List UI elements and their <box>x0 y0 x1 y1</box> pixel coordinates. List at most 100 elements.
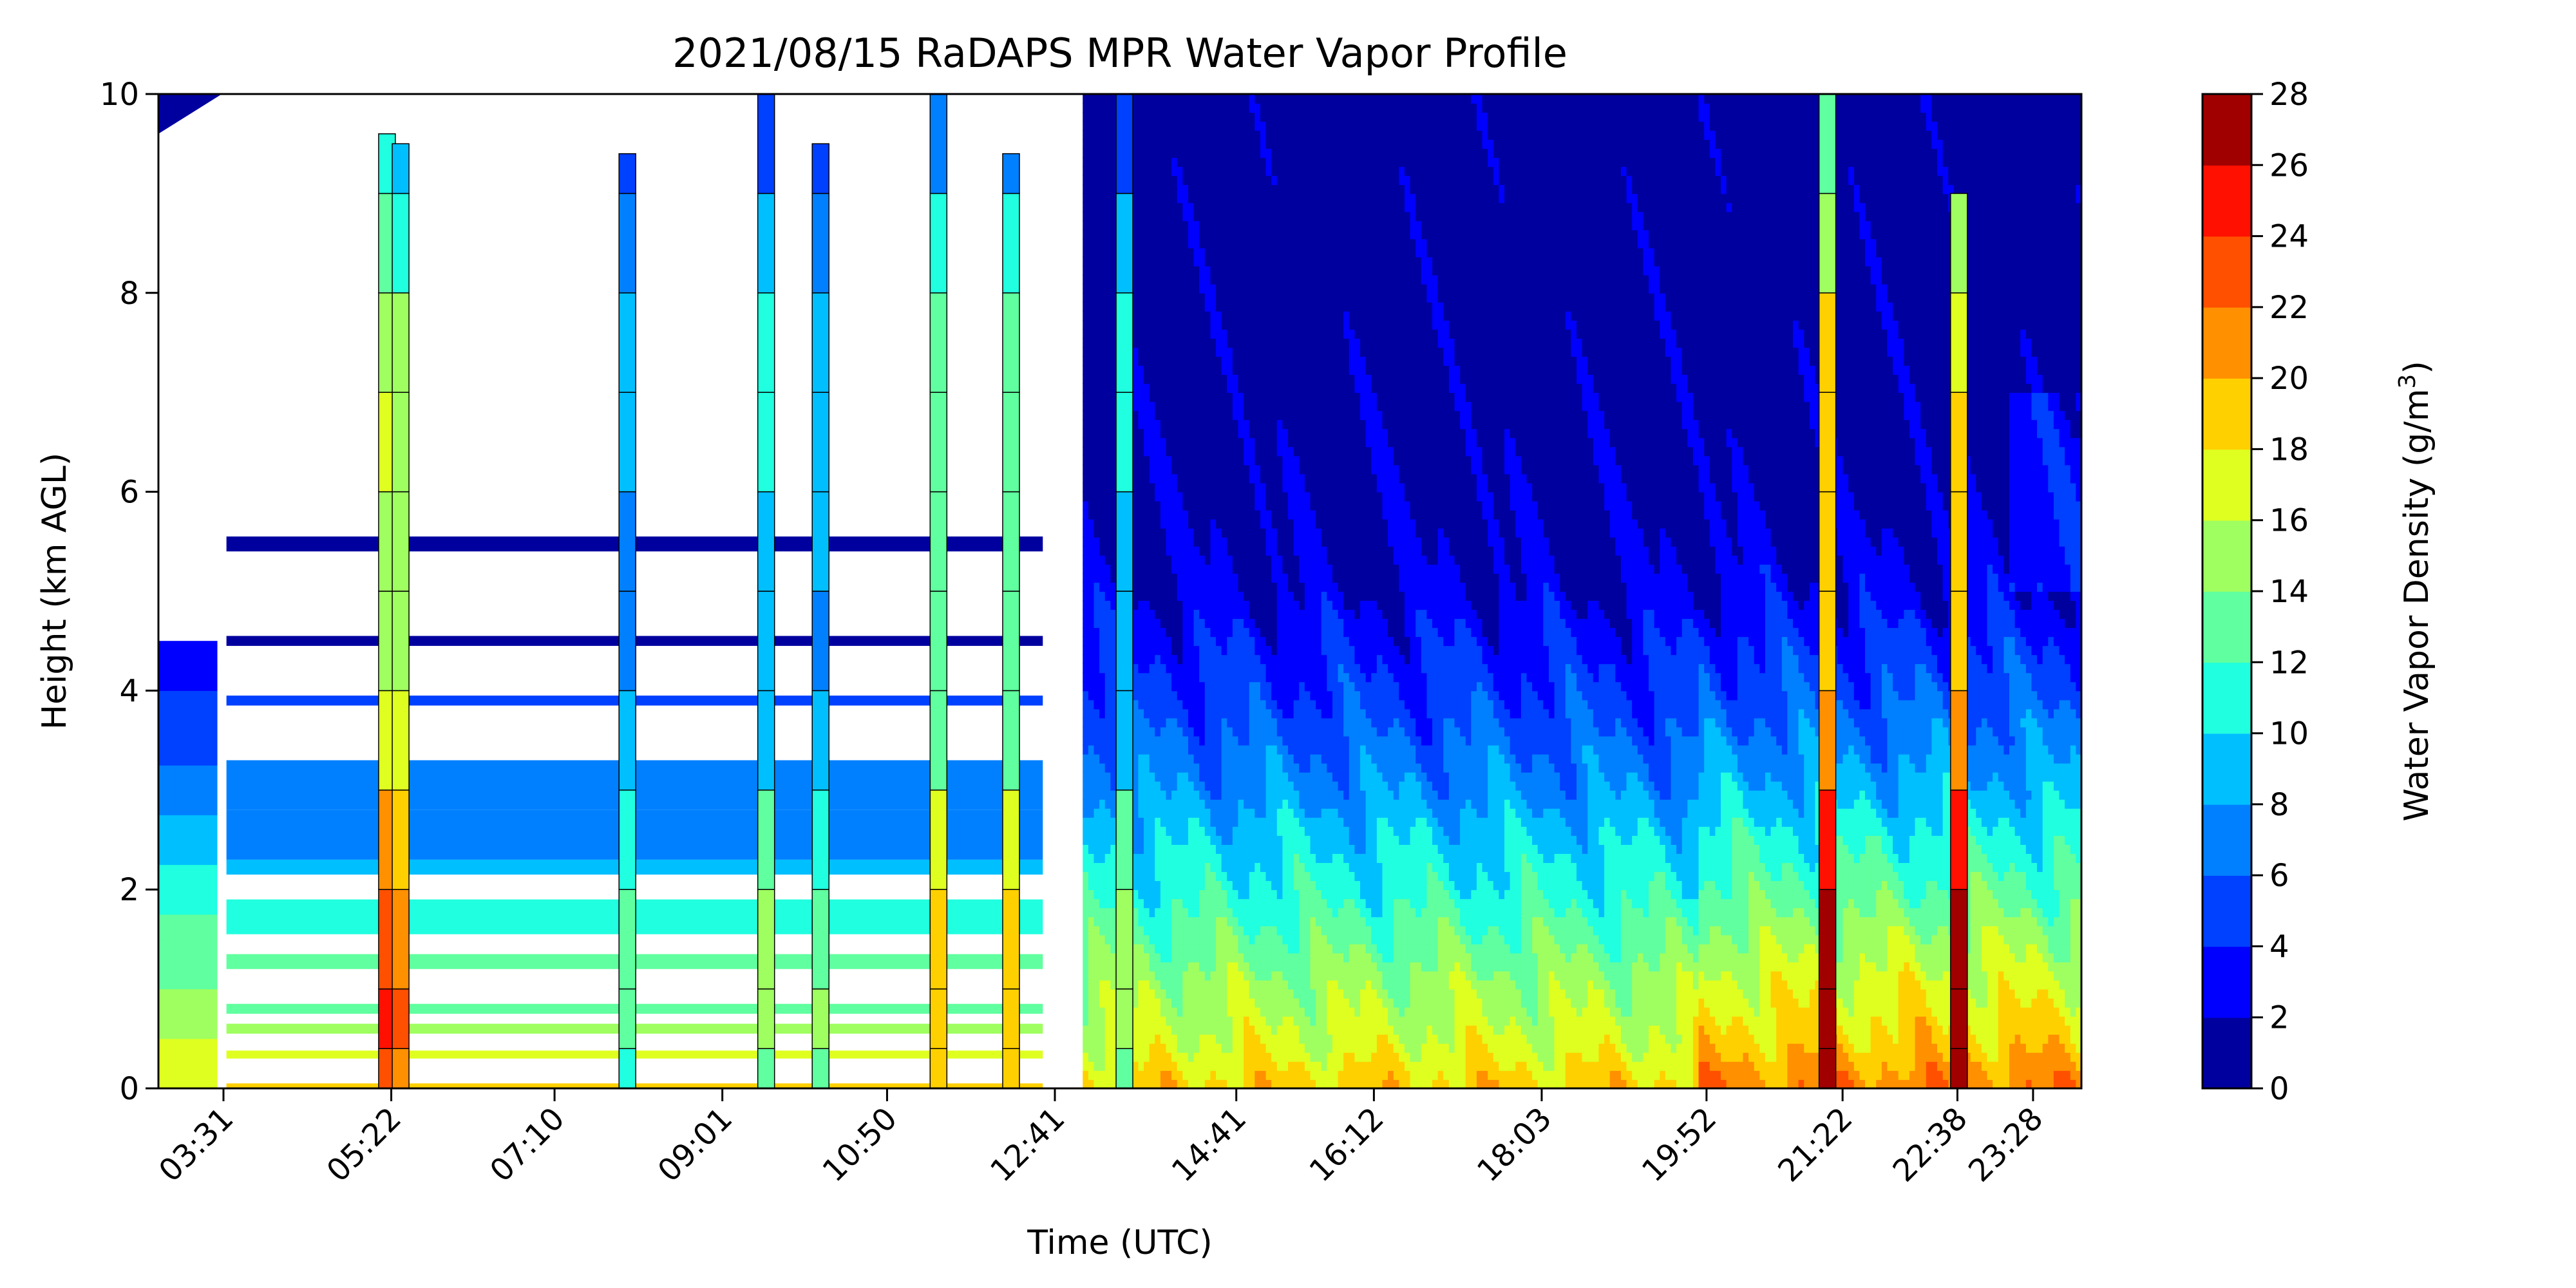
contour-cell <box>1316 1079 1322 1088</box>
contour-cell <box>1993 952 1999 963</box>
contour-cell <box>1304 844 1311 854</box>
contour-cell <box>1504 1070 1511 1080</box>
contour-cell <box>1654 925 1661 936</box>
contour-cell <box>1609 907 1616 918</box>
contour-cell <box>1532 1052 1539 1062</box>
contour-cell <box>1681 934 1689 945</box>
contour-cell <box>2053 1052 2060 1062</box>
contour-cell <box>1898 1052 1905 1062</box>
contour-cell <box>1465 835 1472 845</box>
contour-cell <box>1393 1070 1400 1080</box>
contour-cell <box>1904 1061 1910 1071</box>
contour-cell <box>1360 889 1367 900</box>
contour-cell <box>1632 934 1638 945</box>
contour-cell <box>1993 1061 1999 1071</box>
contour-cell <box>1354 853 1361 863</box>
contour-cell <box>1754 1007 1761 1017</box>
contour-cell <box>1260 853 1267 863</box>
contour-cell <box>1660 1043 1666 1053</box>
contour-cell <box>1798 998 1805 1008</box>
contour-cell <box>1255 862 1261 873</box>
contour-cell <box>1598 844 1605 854</box>
contour-cell <box>1765 1007 1772 1017</box>
contour-cell <box>1216 961 1222 972</box>
contour-cell <box>1416 934 1422 945</box>
contour-cell <box>1709 1016 1716 1026</box>
contour-cell <box>1765 889 1772 900</box>
contour-cell <box>1537 980 1544 990</box>
contour-cell <box>1809 898 1816 909</box>
contour-cell <box>1804 1016 1810 1026</box>
contour-cell <box>1138 853 1144 863</box>
contour-cell <box>2053 989 2060 999</box>
contour-cell <box>1188 1043 1195 1053</box>
contour-cell <box>1282 844 1289 854</box>
contour-cell <box>1338 1079 1345 1088</box>
contour-cell <box>1537 971 1544 981</box>
contour-cell <box>1376 989 1383 999</box>
contour-cell <box>1898 1034 1905 1044</box>
contour-cell <box>1299 989 1305 999</box>
contour-cell <box>2059 880 2066 891</box>
contour-cell <box>1227 907 1233 918</box>
contour-cell <box>1488 934 1494 945</box>
contour-cell <box>1721 1016 1727 1026</box>
contour-cell <box>1582 934 1589 945</box>
contour-cell <box>1138 916 1144 927</box>
contour-cell <box>2025 971 2032 981</box>
contour-cell <box>1244 952 1250 963</box>
contour-cell <box>1166 853 1172 863</box>
contour-cell <box>1393 835 1400 845</box>
contour-cell <box>1715 862 1721 873</box>
contour-cell <box>1460 844 1466 854</box>
contour-cell <box>1244 871 1250 882</box>
contour-cell <box>1671 998 1677 1008</box>
contour-cell <box>1593 1070 1600 1080</box>
contour-cell <box>1238 862 1244 873</box>
contour-cell <box>2031 871 2038 882</box>
contour-cell <box>1909 998 1916 1008</box>
contour-cell <box>1144 952 1150 963</box>
contour-cell <box>1698 1043 1705 1053</box>
contour-cell <box>1632 889 1638 900</box>
contour-cell <box>1327 971 1333 981</box>
contour-cell <box>1149 952 1156 963</box>
contour-cell <box>1643 1061 1649 1071</box>
contour-cell <box>1238 1025 1244 1035</box>
contour-cell <box>1887 989 1893 999</box>
contour-cell <box>1371 952 1378 963</box>
contour-cell <box>1316 961 1322 972</box>
contour-cell <box>1721 1079 1727 1088</box>
contour-cell <box>1560 1052 1566 1062</box>
contour-cell <box>1698 916 1705 927</box>
contour-cell <box>1737 880 1744 891</box>
contour-cell <box>1965 961 1971 972</box>
contour-cell <box>1388 980 1394 990</box>
contour-cell <box>1388 961 1394 972</box>
contour-cell <box>1276 898 1283 909</box>
contour-cell <box>1182 943 1189 954</box>
contour-cell <box>1360 961 1367 972</box>
contour-cell <box>2020 925 2027 936</box>
contour-cell <box>1199 862 1206 873</box>
contour-cell <box>1671 925 1677 936</box>
contour-cell <box>1898 1043 1905 1053</box>
contour-cell <box>1316 952 1322 963</box>
contour-cell <box>1432 871 1439 882</box>
contour-cell <box>1543 1025 1549 1035</box>
contour-cell <box>1587 943 1594 954</box>
contour-cell <box>1310 952 1316 963</box>
contour-cell <box>1388 1034 1394 1044</box>
contour-cell <box>1998 1079 2005 1088</box>
contour-cell <box>1692 934 1700 945</box>
contour-cell <box>1981 898 1988 909</box>
contour-cell <box>1199 871 1206 882</box>
contour-cell <box>1660 1052 1666 1062</box>
contour-cell <box>1110 1070 1117 1080</box>
contour-cell <box>1471 916 1477 927</box>
contour-cell <box>1909 853 1916 863</box>
contour-cell <box>1404 934 1411 945</box>
contour-cell <box>1920 1052 1927 1062</box>
contour-cell <box>1227 898 1233 909</box>
contour-cell <box>1748 880 1755 891</box>
